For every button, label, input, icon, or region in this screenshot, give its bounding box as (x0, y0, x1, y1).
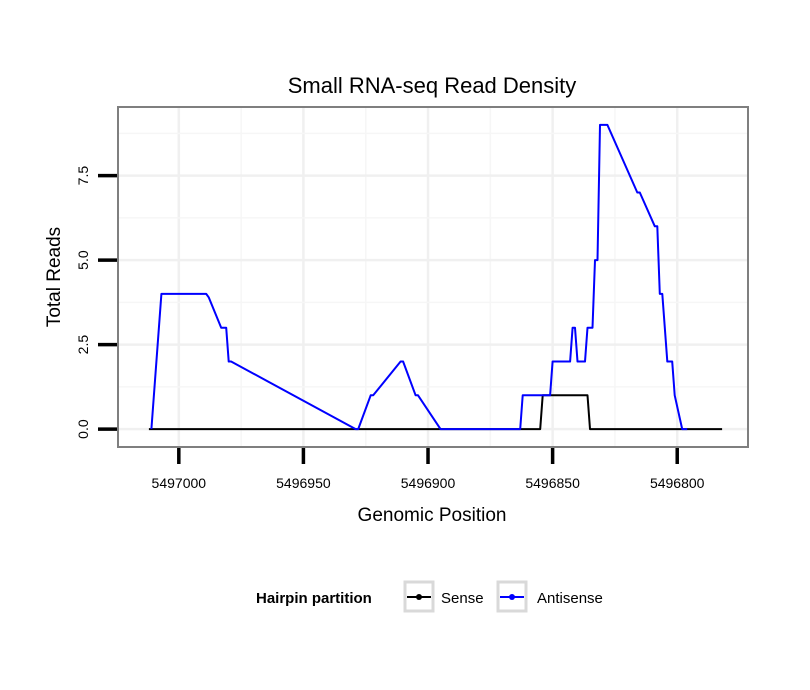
x-tick-label: 5496800 (650, 475, 705, 491)
x-axis: 5497000 5496950 5496900 5496850 5496800 (152, 448, 705, 491)
y-tick-label: 0.0 (75, 419, 91, 439)
x-tick-label: 5497000 (152, 475, 207, 491)
y-tick-label: 7.5 (75, 166, 91, 186)
legend-item-sense: Sense (403, 580, 484, 613)
x-tick-label: 5496950 (276, 475, 331, 491)
y-axis: 0.0 2.5 5.0 7.5 (75, 166, 117, 439)
legend: Hairpin partition Sense Antisense (256, 580, 603, 613)
x-axis-title: Genomic Position (358, 505, 507, 526)
x-tick-label: 5496850 (525, 475, 580, 491)
legend-title: Hairpin partition (256, 590, 372, 607)
y-tick-label: 2.5 (75, 335, 91, 355)
series-lines (148, 123, 723, 431)
x-tick-label: 5496900 (401, 475, 456, 491)
y-tick-label: 5.0 (75, 250, 91, 270)
legend-label-sense: Sense (441, 590, 484, 607)
legend-item-antisense: Antisense (496, 580, 603, 613)
legend-dot-antisense (509, 594, 515, 600)
legend-label-antisense: Antisense (537, 590, 603, 607)
plot-panel (117, 106, 749, 448)
y-axis-title: Total Reads (44, 227, 65, 327)
legend-dot-sense (416, 594, 422, 600)
chart-title: Small RNA-seq Read Density (288, 73, 577, 98)
series-line-antisense (150, 123, 688, 431)
